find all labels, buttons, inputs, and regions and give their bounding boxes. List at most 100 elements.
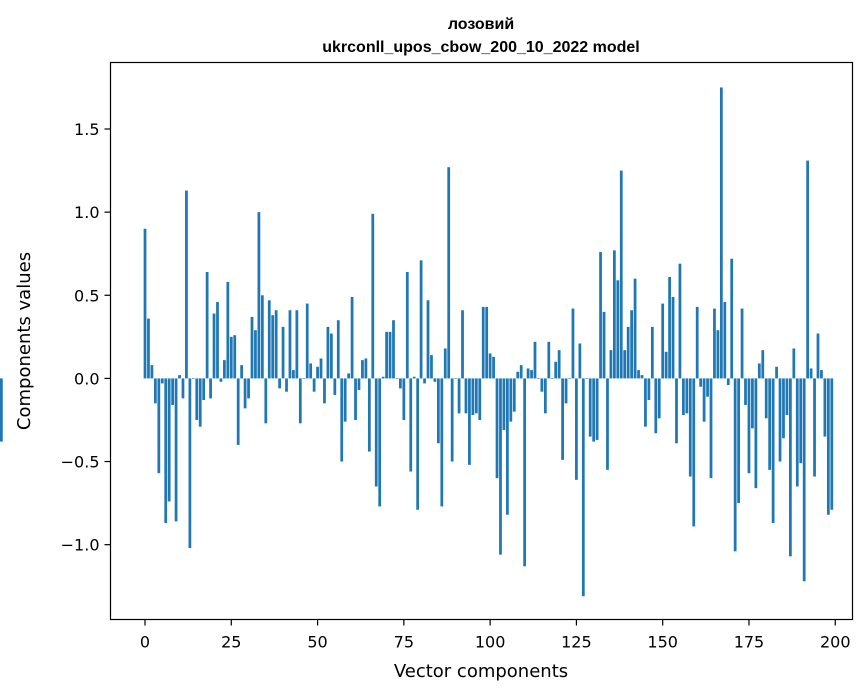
- bar-158: [688, 378, 692, 477]
- bar-194: [813, 378, 816, 477]
- bar-148: [654, 378, 658, 434]
- bar-162: [702, 378, 706, 422]
- bar-123: [568, 378, 571, 380]
- bar-170: [730, 258, 734, 379]
- bar-153: [671, 296, 675, 379]
- bar-102: [495, 378, 499, 479]
- y-tick-label: −0.5: [61, 453, 100, 472]
- bar-147: [650, 326, 654, 379]
- bar-96: [474, 378, 478, 414]
- bar-30: [247, 378, 250, 399]
- bar-25: [229, 336, 233, 379]
- bar-58: [343, 378, 347, 422]
- bar-3: [153, 378, 157, 404]
- bar-117: [547, 341, 551, 379]
- bar-118: [550, 378, 554, 380]
- bar-1: [147, 318, 150, 379]
- bar-139: [623, 350, 627, 379]
- bar-112: [530, 370, 533, 379]
- bar-67: [374, 378, 378, 487]
- bar-191: [802, 378, 806, 582]
- bar-8: [171, 378, 174, 406]
- bar-140: [626, 326, 630, 379]
- bar-132: [599, 252, 602, 379]
- bar-111: [526, 368, 530, 379]
- bar-52: [323, 378, 326, 404]
- bars-group: [0, 87, 834, 597]
- bar-2: [150, 365, 154, 379]
- bar-47: [305, 303, 309, 379]
- bar-84: [433, 378, 437, 382]
- bar-72: [392, 320, 395, 379]
- bar-48: [309, 363, 313, 379]
- bar-131: [595, 378, 599, 440]
- bar-93: [464, 378, 468, 414]
- bar-17: [202, 378, 206, 401]
- bar-77: [409, 378, 413, 472]
- bar-137: [616, 280, 620, 379]
- y-tick-label: 1.5: [74, 120, 99, 139]
- bar-40: [281, 326, 285, 379]
- bar-11: [181, 378, 185, 399]
- bar-190: [799, 378, 803, 464]
- bar-100: [488, 353, 492, 379]
- x-axis-label: Vector components: [394, 661, 568, 682]
- bar-164: [709, 378, 713, 479]
- x-tick-label: 175: [734, 633, 765, 652]
- bar-45: [298, 378, 302, 424]
- x-tick-label: 25: [221, 633, 241, 652]
- bar-49: [312, 378, 316, 392]
- bar-199: [830, 378, 834, 510]
- chart-title: лозовий: [448, 16, 514, 33]
- bar-65: [367, 378, 371, 452]
- bar-163: [706, 378, 709, 397]
- bar-113: [533, 341, 537, 379]
- bar-198: [826, 378, 830, 515]
- bar-114: [537, 378, 540, 380]
- chart-subtitle: ukrconll_upos_cbow_200_10_2022 model: [322, 39, 639, 56]
- bar-44: [295, 310, 299, 379]
- bar-144: [640, 375, 644, 379]
- x-tick-label: 200: [820, 633, 851, 652]
- bar-53: [326, 326, 330, 379]
- bar-20: [212, 313, 216, 379]
- bar-5: [160, 378, 164, 384]
- bar-186: [785, 378, 789, 415]
- bar-87: [443, 348, 447, 379]
- bar-127: [581, 378, 585, 597]
- bar-95: [471, 378, 475, 415]
- bar-26: [233, 335, 237, 379]
- bar-28: [240, 365, 244, 379]
- bar-107: [512, 378, 516, 412]
- bar-89: [450, 378, 454, 462]
- bar-24: [226, 281, 230, 379]
- bar-41: [285, 378, 288, 392]
- bar-51: [319, 358, 323, 379]
- bar-141: [630, 310, 634, 379]
- bar-157: [685, 378, 689, 414]
- bar-76: [405, 272, 409, 379]
- bar-7: [167, 378, 171, 502]
- bar-142: [633, 278, 637, 379]
- bar-4: [157, 378, 161, 474]
- bar-15: [195, 378, 199, 420]
- bar-108: [516, 371, 520, 379]
- bar-73: [395, 378, 399, 380]
- bar-178: [757, 363, 761, 379]
- bar-146: [647, 378, 651, 401]
- bar-82: [426, 300, 430, 379]
- bar-97: [478, 378, 482, 420]
- bar-94: [468, 378, 471, 465]
- bar-74: [399, 378, 402, 389]
- y-tick-label: −1.0: [61, 536, 100, 555]
- bar-125: [575, 378, 578, 480]
- bar-180: [764, 378, 768, 419]
- bar-183: [775, 366, 778, 379]
- bar-14: [191, 378, 195, 380]
- bar-181: [768, 378, 772, 470]
- bar-188: [792, 348, 796, 379]
- bar-176: [751, 378, 754, 429]
- y-axis-label: Components values: [14, 252, 35, 430]
- x-tick-label: 0: [140, 633, 150, 652]
- bar-31: [250, 316, 254, 379]
